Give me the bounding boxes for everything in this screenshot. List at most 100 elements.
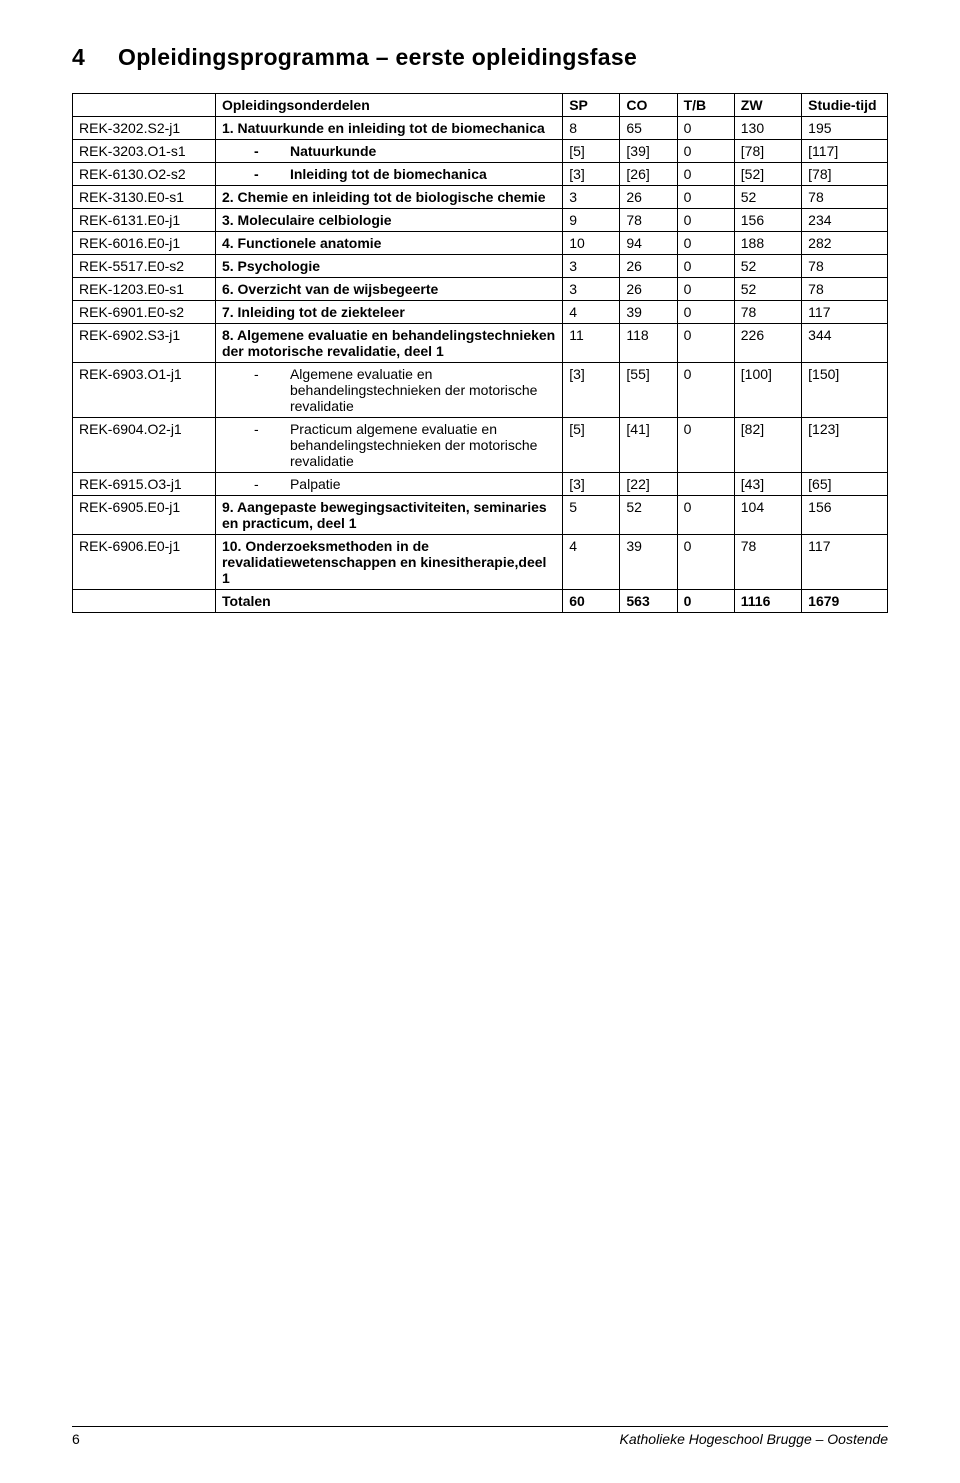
cell-co: [55] [620,363,677,418]
cell-code: REK-3203.O1-s1 [73,140,216,163]
cell-tb: 0 [677,140,734,163]
cell-zw: 188 [734,232,801,255]
table-row: REK-6901.E0-s27. Inleiding tot de ziekte… [73,301,888,324]
cell-sp: 8 [563,117,620,140]
cell-st: 344 [802,324,888,363]
cell-code: REK-5517.E0-s2 [73,255,216,278]
table-row: REK-3130.E0-s12. Chemie en inleiding tot… [73,186,888,209]
cell-sp: 3 [563,278,620,301]
cell-co: 26 [620,186,677,209]
institution-name: Katholieke Hogeschool Brugge – Oostende [619,1431,888,1447]
table-row: REK-6902.S3-j18. Algemene evaluatie en b… [73,324,888,363]
cell-desc: -Palpatie [215,473,562,496]
cell-co: 94 [620,232,677,255]
col-header-tb: T/B [677,94,734,117]
page-heading: 4Opleidingsprogramma – eerste opleidings… [72,44,888,71]
page-footer: 6 Katholieke Hogeschool Brugge – Oostend… [72,1426,888,1447]
cell-co: 118 [620,324,677,363]
cell-zw: [82] [734,418,801,473]
cell-zw: [78] [734,140,801,163]
col-header-sp: SP [563,94,620,117]
cell-st: 117 [802,535,888,590]
cell-st: 78 [802,255,888,278]
cell-total-zw: 1116 [734,590,801,613]
table-row: REK-6130.O2-s2-Inleiding tot de biomecha… [73,163,888,186]
table-row: REK-6915.O3-j1-Palpatie[3][22][43][65] [73,473,888,496]
cell-sp: 11 [563,324,620,363]
cell-sp: [3] [563,473,620,496]
table-row: REK-6905.E0-j19. Aangepaste bewegingsact… [73,496,888,535]
cell-total-sp: 60 [563,590,620,613]
cell-sp: [5] [563,140,620,163]
curriculum-table: Opleidingsonderdelen SP CO T/B ZW Studie… [72,93,888,613]
cell-st: [78] [802,163,888,186]
cell-tb: 0 [677,186,734,209]
table-totals-row: Totalen60563011161679 [73,590,888,613]
cell-sp: [5] [563,418,620,473]
table-header-row: Opleidingsonderdelen SP CO T/B ZW Studie… [73,94,888,117]
table-row: REK-1203.E0-s16. Overzicht van de wijsbe… [73,278,888,301]
cell-co: [41] [620,418,677,473]
cell-tb: 0 [677,117,734,140]
cell-zw: 52 [734,278,801,301]
table-row: REK-6903.O1-j1-Algemene evaluatie en beh… [73,363,888,418]
cell-zw: [52] [734,163,801,186]
cell-totals-label: Totalen [215,590,562,613]
cell-co: 39 [620,301,677,324]
cell-code: REK-6904.O2-j1 [73,418,216,473]
cell-st: [123] [802,418,888,473]
cell-code [73,590,216,613]
cell-desc: 6. Overzicht van de wijsbegeerte [215,278,562,301]
page-number: 6 [72,1431,80,1447]
cell-zw: 130 [734,117,801,140]
table-row: REK-6016.E0-j14. Functionele anatomie109… [73,232,888,255]
cell-st: 78 [802,186,888,209]
cell-sp: 3 [563,255,620,278]
cell-zw: 104 [734,496,801,535]
cell-desc: -Algemene evaluatie en behandelingstechn… [215,363,562,418]
cell-co: 26 [620,278,677,301]
table-row: REK-3202.S2-j11. Natuurkunde en inleidin… [73,117,888,140]
cell-desc: 3. Moleculaire celbiologie [215,209,562,232]
cell-co: 26 [620,255,677,278]
cell-tb: 0 [677,278,734,301]
cell-total-st: 1679 [802,590,888,613]
cell-zw: 52 [734,186,801,209]
cell-code: REK-6131.E0-j1 [73,209,216,232]
cell-total-tb: 0 [677,590,734,613]
cell-desc: 1. Natuurkunde en inleiding tot de biome… [215,117,562,140]
cell-st: 117 [802,301,888,324]
cell-st: [117] [802,140,888,163]
cell-sp: 4 [563,301,620,324]
cell-code: REK-6016.E0-j1 [73,232,216,255]
cell-desc: 9. Aangepaste bewegingsactiviteiten, sem… [215,496,562,535]
cell-code: REK-6902.S3-j1 [73,324,216,363]
cell-co: 39 [620,535,677,590]
cell-co: [39] [620,140,677,163]
cell-sp: 5 [563,496,620,535]
cell-desc: -Natuurkunde [215,140,562,163]
cell-tb: 0 [677,418,734,473]
col-header-st: Studie-tijd [802,94,888,117]
cell-st: 282 [802,232,888,255]
cell-desc: 4. Functionele anatomie [215,232,562,255]
cell-tb: 0 [677,163,734,186]
cell-desc: 5. Psychologie [215,255,562,278]
cell-desc: 7. Inleiding tot de ziekteleer [215,301,562,324]
cell-total-co: 563 [620,590,677,613]
cell-code: REK-6901.E0-s2 [73,301,216,324]
cell-sp: 3 [563,186,620,209]
cell-zw: 78 [734,535,801,590]
table-row: REK-5517.E0-s25. Psychologie32605278 [73,255,888,278]
cell-tb: 0 [677,209,734,232]
cell-st: 234 [802,209,888,232]
cell-st: 195 [802,117,888,140]
cell-co: 65 [620,117,677,140]
cell-zw: 78 [734,301,801,324]
cell-sp: 9 [563,209,620,232]
table-row: REK-3203.O1-s1-Natuurkunde[5][39]0[78][1… [73,140,888,163]
cell-zw: [43] [734,473,801,496]
cell-st: 78 [802,278,888,301]
cell-tb: 0 [677,363,734,418]
cell-code: REK-6915.O3-j1 [73,473,216,496]
